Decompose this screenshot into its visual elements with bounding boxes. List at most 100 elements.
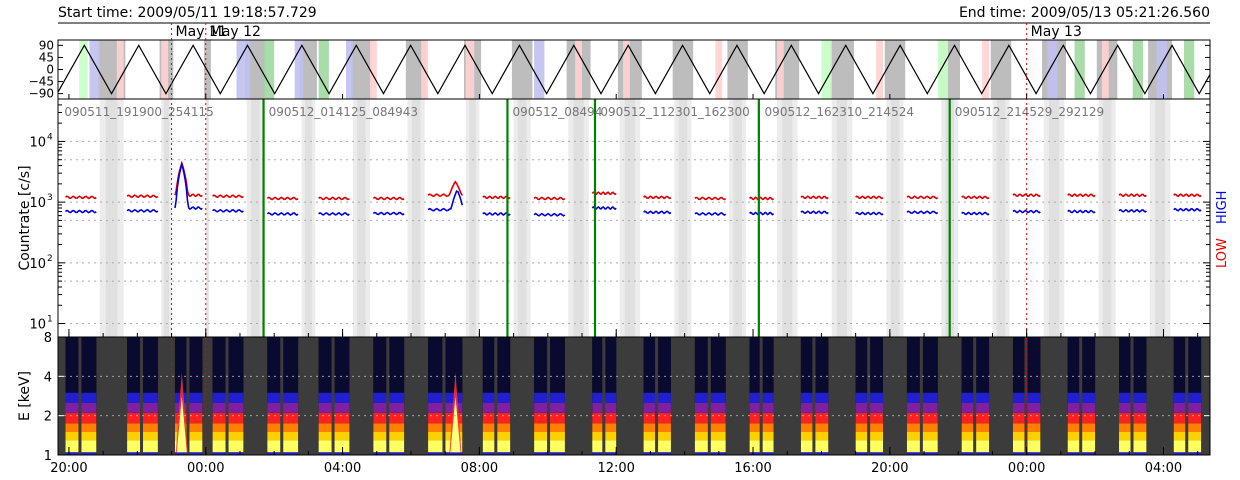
attitude-stripe xyxy=(1132,40,1143,99)
series-segment-low xyxy=(855,195,884,200)
attitude-stripe xyxy=(876,40,884,99)
attitude-gap xyxy=(351,40,372,99)
countrate-ytick-base: 10 xyxy=(29,318,46,333)
countrate-gap-core xyxy=(1154,99,1166,337)
attitude-gap xyxy=(829,40,854,99)
spectrogram-dropout xyxy=(1024,337,1028,455)
spectrogram-dropout xyxy=(655,337,659,455)
series-segment-high xyxy=(800,210,829,215)
attitude-stripe xyxy=(369,40,377,99)
series-segment-low xyxy=(591,191,617,196)
x-tick-label: 04:00 xyxy=(1145,461,1182,476)
series-segment-high xyxy=(906,210,939,215)
series-segment-low xyxy=(266,196,299,201)
attitude-stripe xyxy=(161,40,169,99)
spectrogram-dropout xyxy=(186,337,190,455)
countrate-gap-core xyxy=(206,99,209,337)
x-tick-label: 00:00 xyxy=(1008,461,1045,476)
countrate-gap-core xyxy=(678,99,688,337)
attitude-stripe xyxy=(1156,40,1167,99)
spectrogram-dropout xyxy=(494,337,498,455)
attitude-stripe xyxy=(1184,40,1195,99)
series-segment-high xyxy=(126,208,159,213)
spectrogram-dropout xyxy=(442,337,446,455)
attitude-gap xyxy=(204,40,211,99)
spectrogram-dropout xyxy=(280,337,284,455)
day-label: May 12 xyxy=(210,24,261,40)
series-segment-low xyxy=(1012,193,1041,198)
countrate-ylabel: Countrate [c/s] xyxy=(17,165,33,270)
attitude-stripe xyxy=(89,40,100,99)
countrate-ytick-exp: 4 xyxy=(47,132,53,142)
spectrogram-dropout xyxy=(1079,337,1083,455)
start-time-label: Start time: 2009/05/11 19:18:57.729 xyxy=(58,5,317,21)
legend-low: LOW xyxy=(1215,238,1230,268)
series-segment-high xyxy=(65,209,97,214)
spectrogram-frame xyxy=(57,336,1211,456)
countrate-gap-core xyxy=(890,99,900,337)
attitude-stripe xyxy=(318,40,329,99)
countrate-gap-core xyxy=(251,99,260,337)
attitude-stripe xyxy=(715,40,723,99)
x-tick-label: 20:00 xyxy=(50,461,87,476)
countrate-gap-core xyxy=(411,99,421,337)
countrate-gap-core xyxy=(105,99,118,337)
spectrogram-ytick-label: 2 xyxy=(44,410,52,425)
countrate-gap-core xyxy=(836,99,848,337)
series-segment-low xyxy=(533,196,566,201)
spectrogram-dropout xyxy=(331,337,335,455)
attitude-ytick-label: 45 xyxy=(39,50,54,64)
spectrogram-dropout xyxy=(140,337,144,455)
series-segment-high xyxy=(427,189,464,212)
attitude-stripe xyxy=(1101,40,1109,99)
series-segment-high xyxy=(694,211,727,216)
countrate-ytick-exp: 3 xyxy=(47,193,53,203)
attitude-stripe xyxy=(263,40,275,99)
file-label: 090512_162310_214524 xyxy=(765,105,914,119)
attitude-stripe xyxy=(534,40,545,99)
series-segment-low xyxy=(126,194,159,199)
attitude-gap xyxy=(884,40,906,99)
series-segment-low xyxy=(212,194,244,199)
series-segment-low xyxy=(749,196,775,201)
countrate-gap-core xyxy=(1102,99,1112,337)
countrate-ytick-exp: 1 xyxy=(47,315,53,325)
series-segment-low xyxy=(800,195,829,200)
attitude-stripe xyxy=(623,40,630,99)
series-segment-high xyxy=(1173,207,1202,212)
spectrogram-ytick-label: 1 xyxy=(44,449,52,464)
spectrogram-dropout xyxy=(973,337,977,455)
spectrogram-dropout xyxy=(547,337,551,455)
series-segment-high xyxy=(266,211,299,216)
attitude-stripe xyxy=(776,40,784,99)
spectrogram-dropout xyxy=(1130,337,1134,455)
spectrogram-ylabel: E [keV] xyxy=(17,371,33,421)
spectrogram-dropout xyxy=(919,337,923,455)
series-segment-high xyxy=(174,161,203,211)
spectrogram-dropout xyxy=(867,337,871,455)
countrate-ytick-base: 10 xyxy=(29,196,46,211)
x-tick-label: 20:00 xyxy=(871,461,908,476)
series-segment-high xyxy=(1118,208,1147,213)
file-label: 090511_191900_254115 xyxy=(64,105,213,119)
countrate-gap-core xyxy=(733,99,742,337)
x-tick-label: 04:00 xyxy=(324,461,361,476)
series-segment-low xyxy=(482,195,511,200)
spectrogram-ytick-label: 4 xyxy=(44,370,52,385)
file-label: 090512_08494 xyxy=(512,105,602,119)
attitude-stripe xyxy=(821,40,832,99)
file-label: 090512_112301_162300 xyxy=(600,105,749,119)
countrate-gap-core xyxy=(357,99,366,337)
attitude-stripe xyxy=(346,40,353,99)
x-tick-label: 08:00 xyxy=(461,461,498,476)
attitude-stripe xyxy=(982,40,990,99)
attitude-wave xyxy=(58,44,1210,95)
series-segment-high xyxy=(1012,209,1041,214)
attitude-ytick-label: 0 xyxy=(46,63,54,77)
countrate-gap-core xyxy=(624,99,636,337)
series-segment-high xyxy=(1067,209,1096,214)
series-segment-low xyxy=(694,196,727,201)
series-segment-high xyxy=(212,208,244,213)
series-segment-low xyxy=(1173,193,1202,198)
end-time-label: End time: 2009/05/13 05:21:26.560 xyxy=(959,5,1210,21)
